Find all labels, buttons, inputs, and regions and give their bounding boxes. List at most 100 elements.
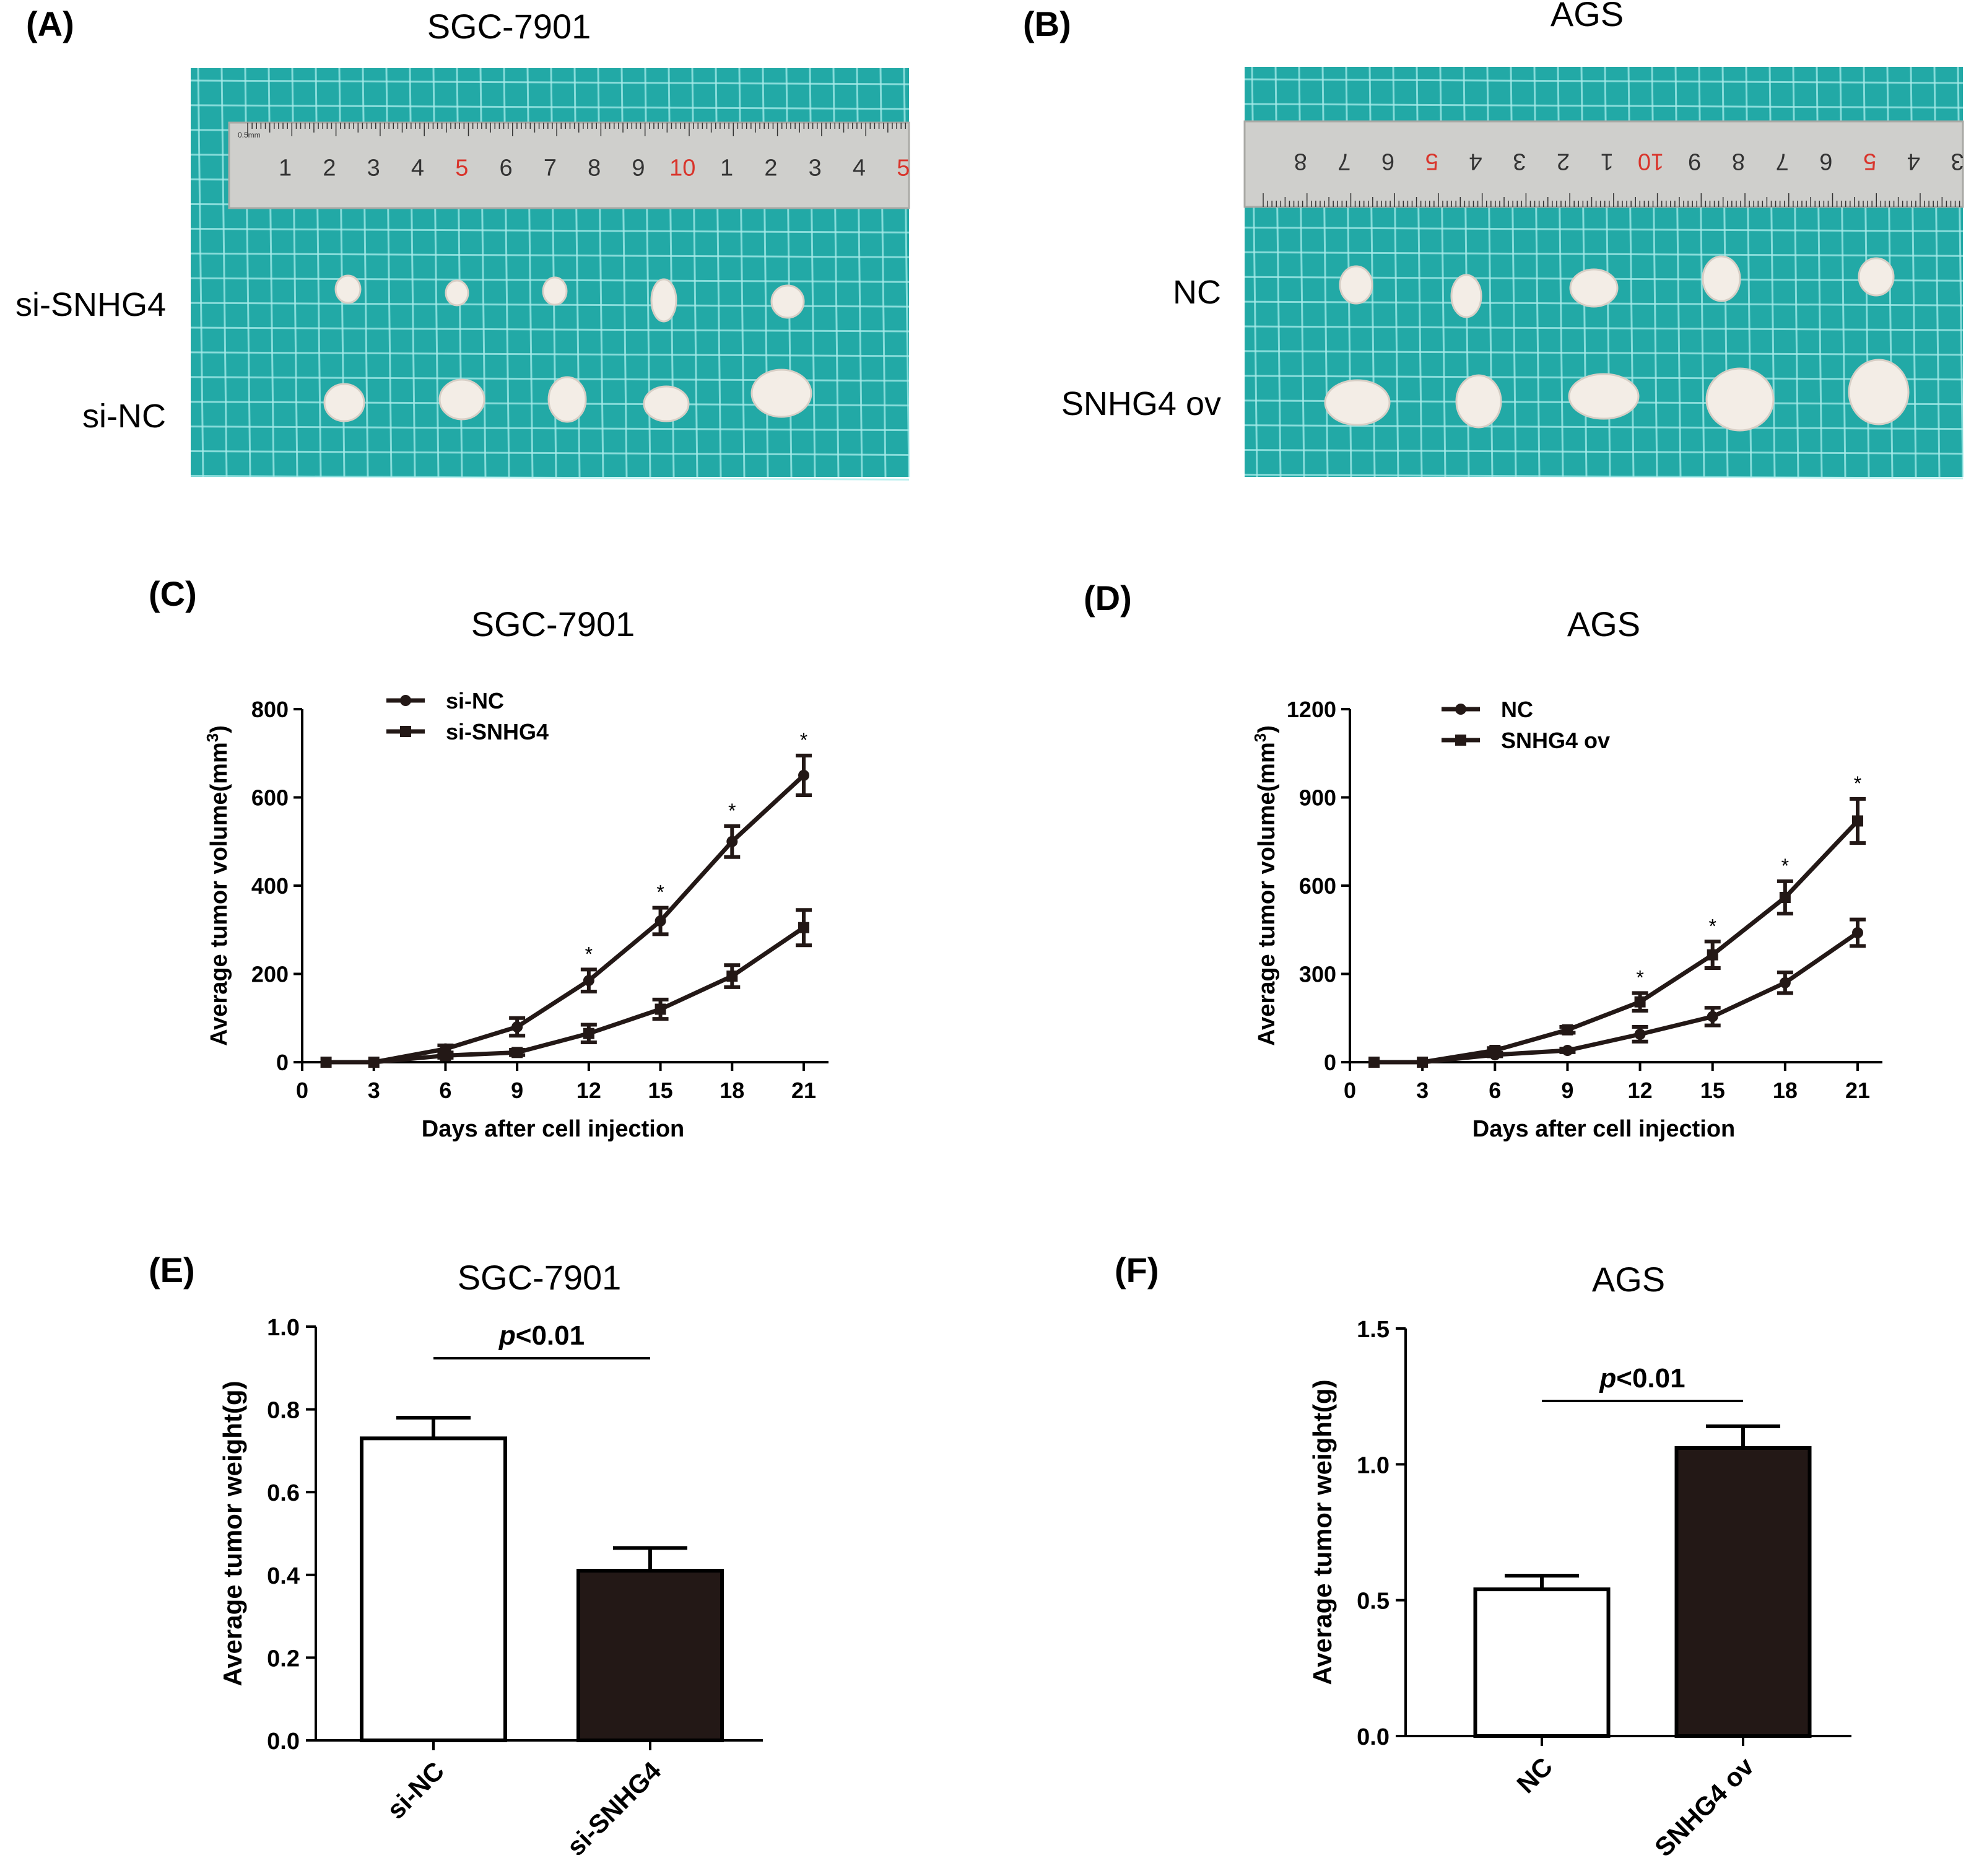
x-tick-label: 15 bbox=[1700, 1078, 1725, 1103]
grid-line bbox=[190, 104, 910, 110]
x-tick-label: NC bbox=[1511, 1752, 1558, 1799]
bar-si-snhg4 bbox=[576, 1569, 724, 1743]
ruler-number: 10 bbox=[1638, 148, 1664, 174]
tumor-row-si-snhg4 bbox=[334, 274, 805, 323]
panel-a: (A) SGC-7901 1 2 3 4 5 6 7 8 9 10 1 2 3 4 5 0.5mm si-SN… bbox=[15, 4, 910, 481]
ruler-body bbox=[228, 121, 910, 209]
y-tick-label: 200 bbox=[251, 962, 289, 987]
y-tick-label: 600 bbox=[251, 785, 289, 811]
x-tick-label: 21 bbox=[791, 1078, 816, 1103]
significance-star: * bbox=[585, 943, 593, 965]
panel-a-photo: 1 2 3 4 5 6 7 8 9 10 1 2 3 4 5 0.5mm bbox=[190, 68, 910, 481]
ruler-unit: 0.5mm bbox=[238, 131, 261, 139]
x-tick-label: 15 bbox=[648, 1078, 673, 1103]
grid-line bbox=[1244, 226, 1964, 232]
grid-line bbox=[1244, 78, 1964, 84]
ruler-number: 2 bbox=[1557, 148, 1570, 174]
tumor bbox=[334, 274, 362, 304]
data-point bbox=[1562, 1024, 1573, 1036]
data-point bbox=[798, 769, 809, 781]
significance-star: * bbox=[1708, 915, 1716, 937]
grid-line bbox=[190, 227, 910, 233]
data-point bbox=[1634, 996, 1646, 1008]
x-tick-label: 9 bbox=[511, 1078, 523, 1103]
x-tick-label: si-NC bbox=[381, 1756, 450, 1825]
x-tick-label: 9 bbox=[1561, 1078, 1573, 1103]
ruler-number: 5 bbox=[897, 155, 910, 181]
ruler-number: 6 bbox=[500, 155, 513, 181]
ruler: 8 7 6 5 4 3 2 1 10 9 8 7 6 5 4 3 bbox=[1243, 120, 1964, 208]
data-point bbox=[511, 1047, 523, 1058]
panel-c-label: (C) bbox=[149, 574, 197, 613]
y-tick-label: 300 bbox=[1299, 962, 1336, 987]
row-label-si-snhg4: si-SNHG4 bbox=[15, 286, 166, 323]
tumor-row-nc bbox=[1339, 255, 1895, 318]
legend-marker bbox=[1455, 735, 1466, 746]
y-tick-label: 600 bbox=[1299, 873, 1336, 899]
pvalue-label: p<0.01 bbox=[1599, 1363, 1685, 1394]
y-axis-label-superscript: 3 bbox=[1251, 733, 1269, 742]
bar-snhg4-ov bbox=[1674, 1446, 1812, 1739]
ruler-number: 4 bbox=[853, 155, 866, 181]
grid-line bbox=[1244, 449, 1964, 455]
data-point bbox=[440, 1050, 451, 1062]
x-tick-label: 0 bbox=[1344, 1078, 1356, 1103]
x-tick-label: si-SNHG4 bbox=[561, 1756, 667, 1862]
pvalue-label: p<0.01 bbox=[498, 1320, 585, 1351]
y-axis-label-text: Average tumor volume(mm bbox=[1254, 742, 1280, 1046]
legend-marker bbox=[400, 726, 411, 737]
tumor bbox=[547, 376, 587, 423]
ruler-number: 4 bbox=[1907, 148, 1920, 174]
ruler-number: 8 bbox=[588, 155, 601, 181]
y-tick-label: 1.5 bbox=[1357, 1317, 1390, 1343]
pvalue-rest: <0.01 bbox=[1616, 1363, 1685, 1394]
ruler-number: 2 bbox=[764, 155, 777, 181]
ruler-number: 4 bbox=[1469, 148, 1482, 174]
x-tick-label: 12 bbox=[1628, 1078, 1653, 1103]
bar-nc bbox=[1473, 1587, 1611, 1739]
ruler-number: 6 bbox=[1381, 148, 1394, 174]
significance-star: * bbox=[656, 881, 664, 904]
row-label-si-nc: si-NC bbox=[82, 398, 166, 435]
data-point bbox=[655, 915, 666, 927]
grid-line bbox=[1244, 350, 1964, 356]
y-tick-label: 0.4 bbox=[267, 1563, 300, 1589]
grid-line bbox=[190, 252, 910, 258]
data-point bbox=[583, 975, 594, 987]
data-point bbox=[1489, 1045, 1501, 1056]
x-tick-label: 18 bbox=[1773, 1078, 1798, 1103]
data-point bbox=[511, 1021, 523, 1032]
series-line-snhg4-ov bbox=[1374, 819, 1859, 1065]
ruler-body bbox=[1243, 120, 1964, 208]
y-tick-label: 1.0 bbox=[267, 1315, 300, 1341]
ruler-number: 3 bbox=[1513, 148, 1526, 174]
y-axis-label: Average tumor volume(mm3) bbox=[203, 725, 232, 1046]
y-tick-label: 0 bbox=[1324, 1050, 1336, 1075]
ruler-number: 8 bbox=[1294, 148, 1307, 174]
x-tick-label: 12 bbox=[576, 1078, 601, 1103]
tumor-row-snhg4-ov bbox=[1324, 359, 1910, 432]
tumor bbox=[750, 369, 812, 418]
data-point bbox=[1634, 1028, 1646, 1040]
ruler-number: 3 bbox=[367, 155, 380, 181]
tumor bbox=[1848, 359, 1910, 425]
panel-e-label: (E) bbox=[149, 1250, 195, 1289]
panel-f-label: (F) bbox=[1115, 1250, 1159, 1289]
grid-line bbox=[220, 68, 228, 478]
y-tick-label: 0 bbox=[276, 1050, 289, 1075]
data-point bbox=[1852, 927, 1863, 938]
ruler-number: 5 bbox=[1863, 148, 1876, 174]
ruler-number: 7 bbox=[1776, 148, 1789, 174]
legend-label: si-NC bbox=[446, 688, 504, 713]
significance-star: * bbox=[1636, 966, 1643, 988]
chart-f: AGS 0.0 0.5 1.0 1.5 Average tumor weight(g) NC… bbox=[1308, 1260, 1851, 1862]
ruler-number: 4 bbox=[411, 155, 424, 181]
data-point bbox=[1707, 1011, 1718, 1023]
data-point bbox=[1779, 977, 1791, 988]
chart-e: SGC-7901 0.0 0.2 0.4 0.6 0.8 1.0 Average tumor … bbox=[218, 1258, 763, 1861]
ruler-number: 10 bbox=[669, 155, 695, 181]
grid-line bbox=[1244, 251, 1964, 257]
y-tick-label: 0.0 bbox=[1357, 1724, 1390, 1750]
grid-line bbox=[1244, 424, 1964, 430]
x-tick-label: 3 bbox=[368, 1078, 380, 1103]
